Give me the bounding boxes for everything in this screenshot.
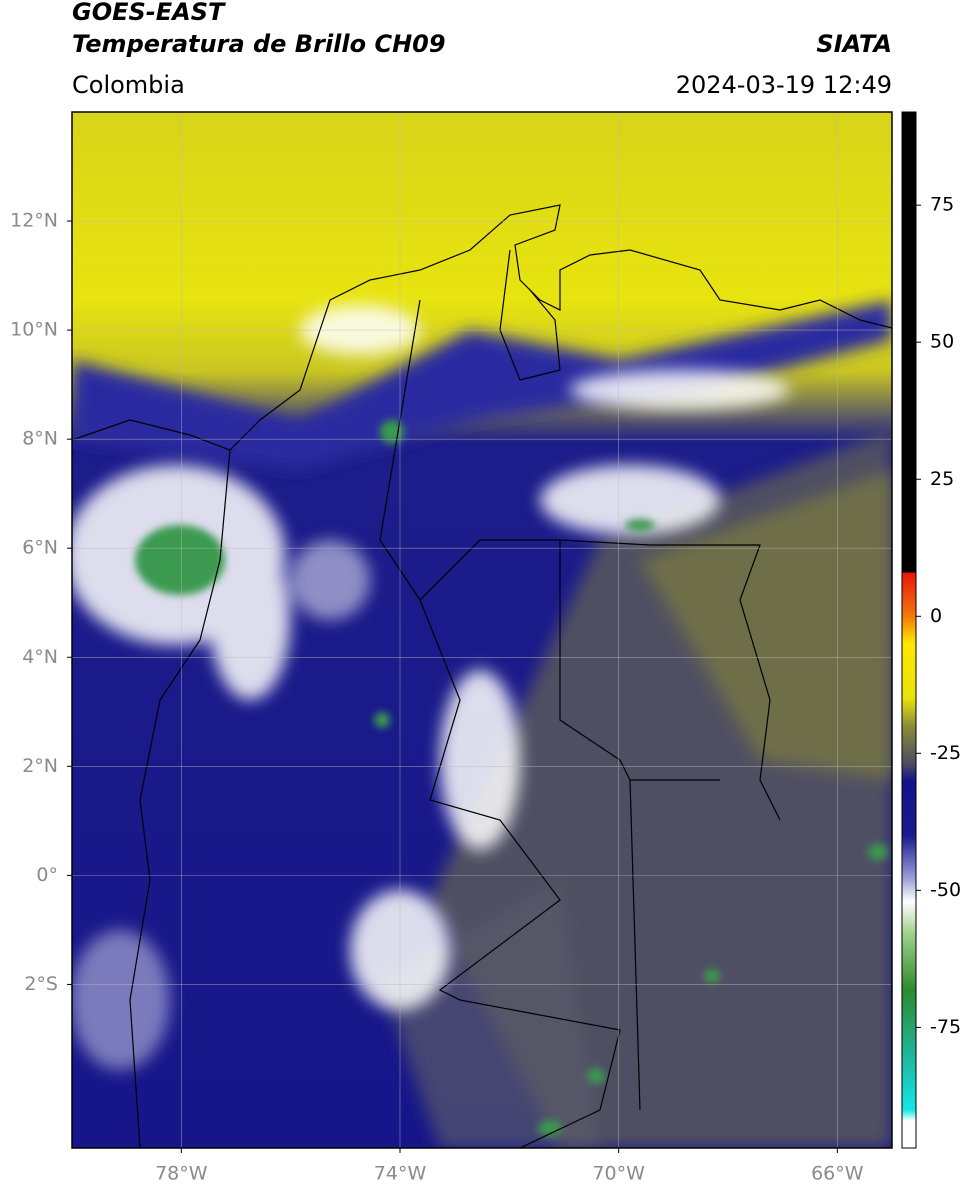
region: Colombia <box>72 71 185 99</box>
x-tick-label: 70°W <box>592 1163 645 1185</box>
y-tick-label: 2°S <box>24 973 58 995</box>
colorbar-tick-label: 50 <box>930 331 954 353</box>
title: GOES-EAST <box>72 0 226 26</box>
subtitle: Temperatura de Brillo CH09 <box>72 30 446 58</box>
y-tick-label: 4°N <box>22 646 58 668</box>
colorbar <box>901 111 917 1149</box>
x-tick-label: 78°W <box>155 1163 208 1185</box>
y-tick-label: 0° <box>36 864 58 886</box>
colorbar-tick-label: -25 <box>930 742 961 764</box>
colorbar-tick-label: 75 <box>930 194 954 216</box>
y-tick-label: 6°N <box>22 537 58 559</box>
y-tick-label: 8°N <box>22 428 58 450</box>
x-tick-label: 66°W <box>811 1163 864 1185</box>
y-tick-label: 12°N <box>10 210 58 232</box>
y-tick-label: 2°N <box>22 755 58 777</box>
x-tick-label: 74°W <box>374 1163 427 1185</box>
y-tick-label: 10°N <box>10 319 58 341</box>
source: SIATA <box>816 30 892 58</box>
colorbar-tick-label: -75 <box>930 1016 961 1038</box>
datetime: 2024-03-19 12:49 <box>676 71 892 99</box>
colorbar-tick-label: 0 <box>930 605 942 627</box>
grid <box>72 112 892 1148</box>
map-frame <box>71 111 893 1149</box>
colorbar-tick-label: -50 <box>930 879 961 901</box>
satellite-image <box>72 112 892 1148</box>
colorbar-tick-label: 25 <box>930 468 954 490</box>
